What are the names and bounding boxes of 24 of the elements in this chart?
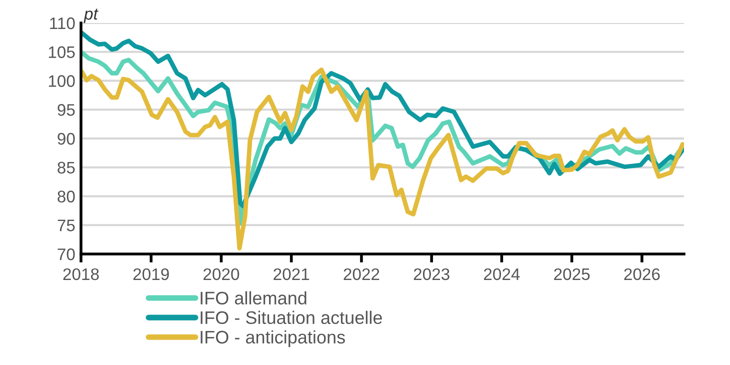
x-tick-label: 2026 <box>624 268 660 280</box>
x-tick-label: 2020 <box>204 268 240 280</box>
y-tick-label: 110 <box>50 17 75 30</box>
x-tick-label: 2018 <box>63 268 99 280</box>
y-tick-label: 105 <box>48 46 75 58</box>
legend-label: IFO - anticipations <box>200 330 345 348</box>
x-tick-label: 2023 <box>414 268 450 280</box>
legend-label: IFO - Situation actuelle <box>200 310 382 324</box>
y-tick-label: 75 <box>58 220 75 232</box>
y-tick-label: 80 <box>58 190 75 202</box>
y-tick-label: 100 <box>48 75 75 87</box>
line-series <box>81 30 684 208</box>
x-tick-label: 2025 <box>554 268 590 280</box>
y-tick-label: 70 <box>58 248 75 260</box>
y-axis-title: pt <box>84 8 98 23</box>
x-tick-label: 2024 <box>484 268 520 280</box>
x-tick-label: 2022 <box>344 268 380 280</box>
y-tick-label: 95 <box>58 104 75 116</box>
x-tick-label: 2019 <box>133 268 169 280</box>
y-tick-label: 90 <box>58 132 75 145</box>
x-tick-label: 2021 <box>274 268 310 280</box>
legend-label: IFO allemand <box>200 291 306 305</box>
line-series <box>81 68 684 250</box>
y-tick-label: 85 <box>58 162 75 174</box>
